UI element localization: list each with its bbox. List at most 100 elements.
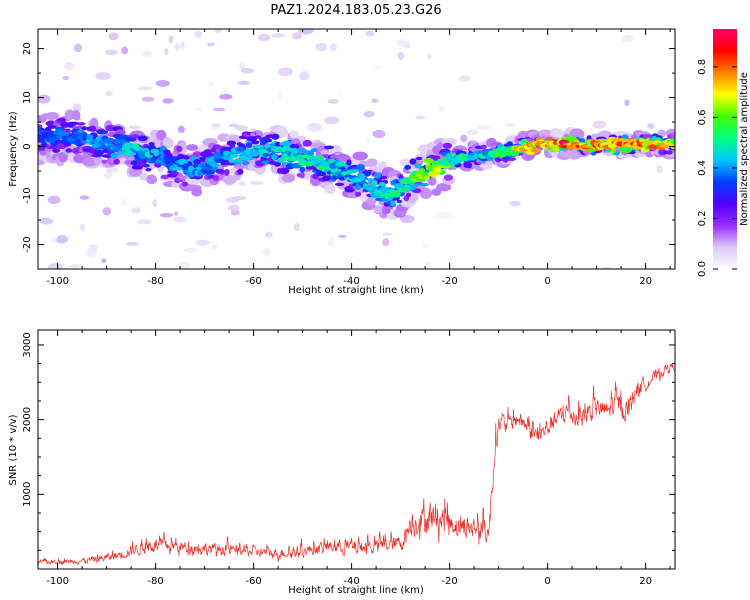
heatmap-cell <box>142 50 152 58</box>
heatmap-cell <box>69 264 82 268</box>
heatmap-cell <box>102 207 112 216</box>
colorbar-tick-label: 0.8 <box>697 59 708 75</box>
heatmap-cell <box>79 195 90 200</box>
heatmap-cell <box>96 150 105 155</box>
heatmap-cell <box>204 169 216 175</box>
spectrogram-x-axis-label: Height of straight line (km) <box>288 285 424 296</box>
heatmap-cell <box>392 190 401 198</box>
heatmap-cell <box>315 170 327 177</box>
heatmap-cell <box>277 91 283 100</box>
spectrogram-y-ticks: -20 -10 0 10 20 <box>22 42 675 270</box>
heatmap-cell <box>210 147 217 153</box>
heatmap-cell <box>211 244 218 250</box>
heatmap-cell <box>227 204 240 212</box>
heatmap-cell <box>642 133 654 140</box>
snr-y-axis-label: SNR (10 * v/v) <box>8 414 19 485</box>
heatmap-cell <box>101 258 107 264</box>
heatmap-cell <box>81 126 87 131</box>
heatmap-cell <box>206 42 215 47</box>
heatmap-cell <box>234 125 249 131</box>
heatmap-cell <box>163 154 171 161</box>
heatmap-cell <box>47 262 63 269</box>
heatmap-cell <box>382 238 390 247</box>
heatmap-cell <box>545 137 554 142</box>
heatmap-cell <box>436 182 452 192</box>
heatmap-cell <box>200 150 211 158</box>
heatmap-cell <box>216 168 225 174</box>
heatmap-cell <box>212 175 220 182</box>
heatmap-cell <box>162 149 171 156</box>
heatmap-cell <box>371 185 379 190</box>
heatmap-cell <box>532 149 541 153</box>
heatmap-cell <box>140 156 146 160</box>
heatmap-cell <box>246 136 258 142</box>
heatmap-cell <box>120 199 127 207</box>
heatmap-cell <box>371 98 379 103</box>
heatmap-cell <box>64 109 75 121</box>
heatmap-cell <box>365 170 372 176</box>
snr-panel: -100 -80 -60 -40 -20 0 20 1000 2000 3000 Height … <box>8 329 676 596</box>
heatmap-cell <box>358 173 366 180</box>
x-tick-label: -40 <box>343 576 359 587</box>
heatmap-cell <box>354 191 362 197</box>
heatmap-cell <box>385 208 391 214</box>
snr-x-ticks: -100 -80 -60 -40 -20 0 20 <box>46 330 671 587</box>
heatmap-cell <box>302 139 312 147</box>
heatmap-cell <box>208 81 214 88</box>
heatmap-cell <box>289 147 299 155</box>
heatmap-cell <box>238 62 246 70</box>
heatmap-cell <box>54 126 65 131</box>
heatmap-cell <box>56 235 69 244</box>
heatmap-cell <box>98 146 107 150</box>
heatmap-cell <box>509 200 521 207</box>
heatmap-cell <box>423 157 434 164</box>
heatmap-cell <box>396 199 403 204</box>
spectrogram-x-ticks: -100 -80 -60 -40 -20 0 20 <box>46 29 671 287</box>
heatmap-cell <box>126 137 137 142</box>
heatmap-cell <box>245 142 253 149</box>
heatmap-cell <box>307 151 315 157</box>
heatmap-cell <box>411 183 419 188</box>
heatmap-cell <box>103 137 115 144</box>
heatmap-cell <box>257 33 271 42</box>
x-tick-label: -100 <box>46 576 69 587</box>
heatmap-cell <box>141 96 155 102</box>
heatmap-cell <box>352 151 368 161</box>
heatmap-cell <box>336 91 342 96</box>
heatmap-cell <box>279 167 290 175</box>
heatmap-cell <box>299 172 305 179</box>
heatmap-cell <box>117 150 125 156</box>
heatmap-cell <box>665 150 673 155</box>
heatmap-cell <box>82 157 98 167</box>
heatmap-cell <box>155 80 170 87</box>
heatmap-cell <box>211 123 221 129</box>
heatmap-cell <box>52 148 61 153</box>
heatmap-cell <box>105 90 113 97</box>
heatmap-cell <box>93 156 104 165</box>
heatmap-cell <box>443 174 454 181</box>
heatmap-cell <box>397 51 404 60</box>
heatmap-cell <box>335 161 346 167</box>
heatmap-cell <box>387 196 394 201</box>
heatmap-cell <box>421 172 430 176</box>
heatmap-cell <box>237 80 251 85</box>
heatmap-cell <box>282 173 296 183</box>
heatmap-cell <box>259 137 269 144</box>
heatmap-cell <box>162 98 174 104</box>
colorbar-tick-label: 0.2 <box>697 211 708 227</box>
heatmap-cell <box>299 166 306 173</box>
heatmap-cell <box>73 43 83 53</box>
heatmap-cell <box>158 151 164 155</box>
heatmap-cell <box>505 123 515 127</box>
heatmap-cell <box>89 125 97 132</box>
heatmap-cell <box>186 144 199 151</box>
heatmap-cell <box>176 261 192 269</box>
heatmap-cell <box>405 192 412 198</box>
heatmap-cell <box>363 110 375 118</box>
colorbar: 0.0 0.2 0.4 0.6 0.8 Normalized spectral ampl… <box>697 29 750 277</box>
heatmap-cell <box>433 167 442 174</box>
heatmap-cell <box>85 248 97 258</box>
heatmap-cell <box>293 138 300 145</box>
